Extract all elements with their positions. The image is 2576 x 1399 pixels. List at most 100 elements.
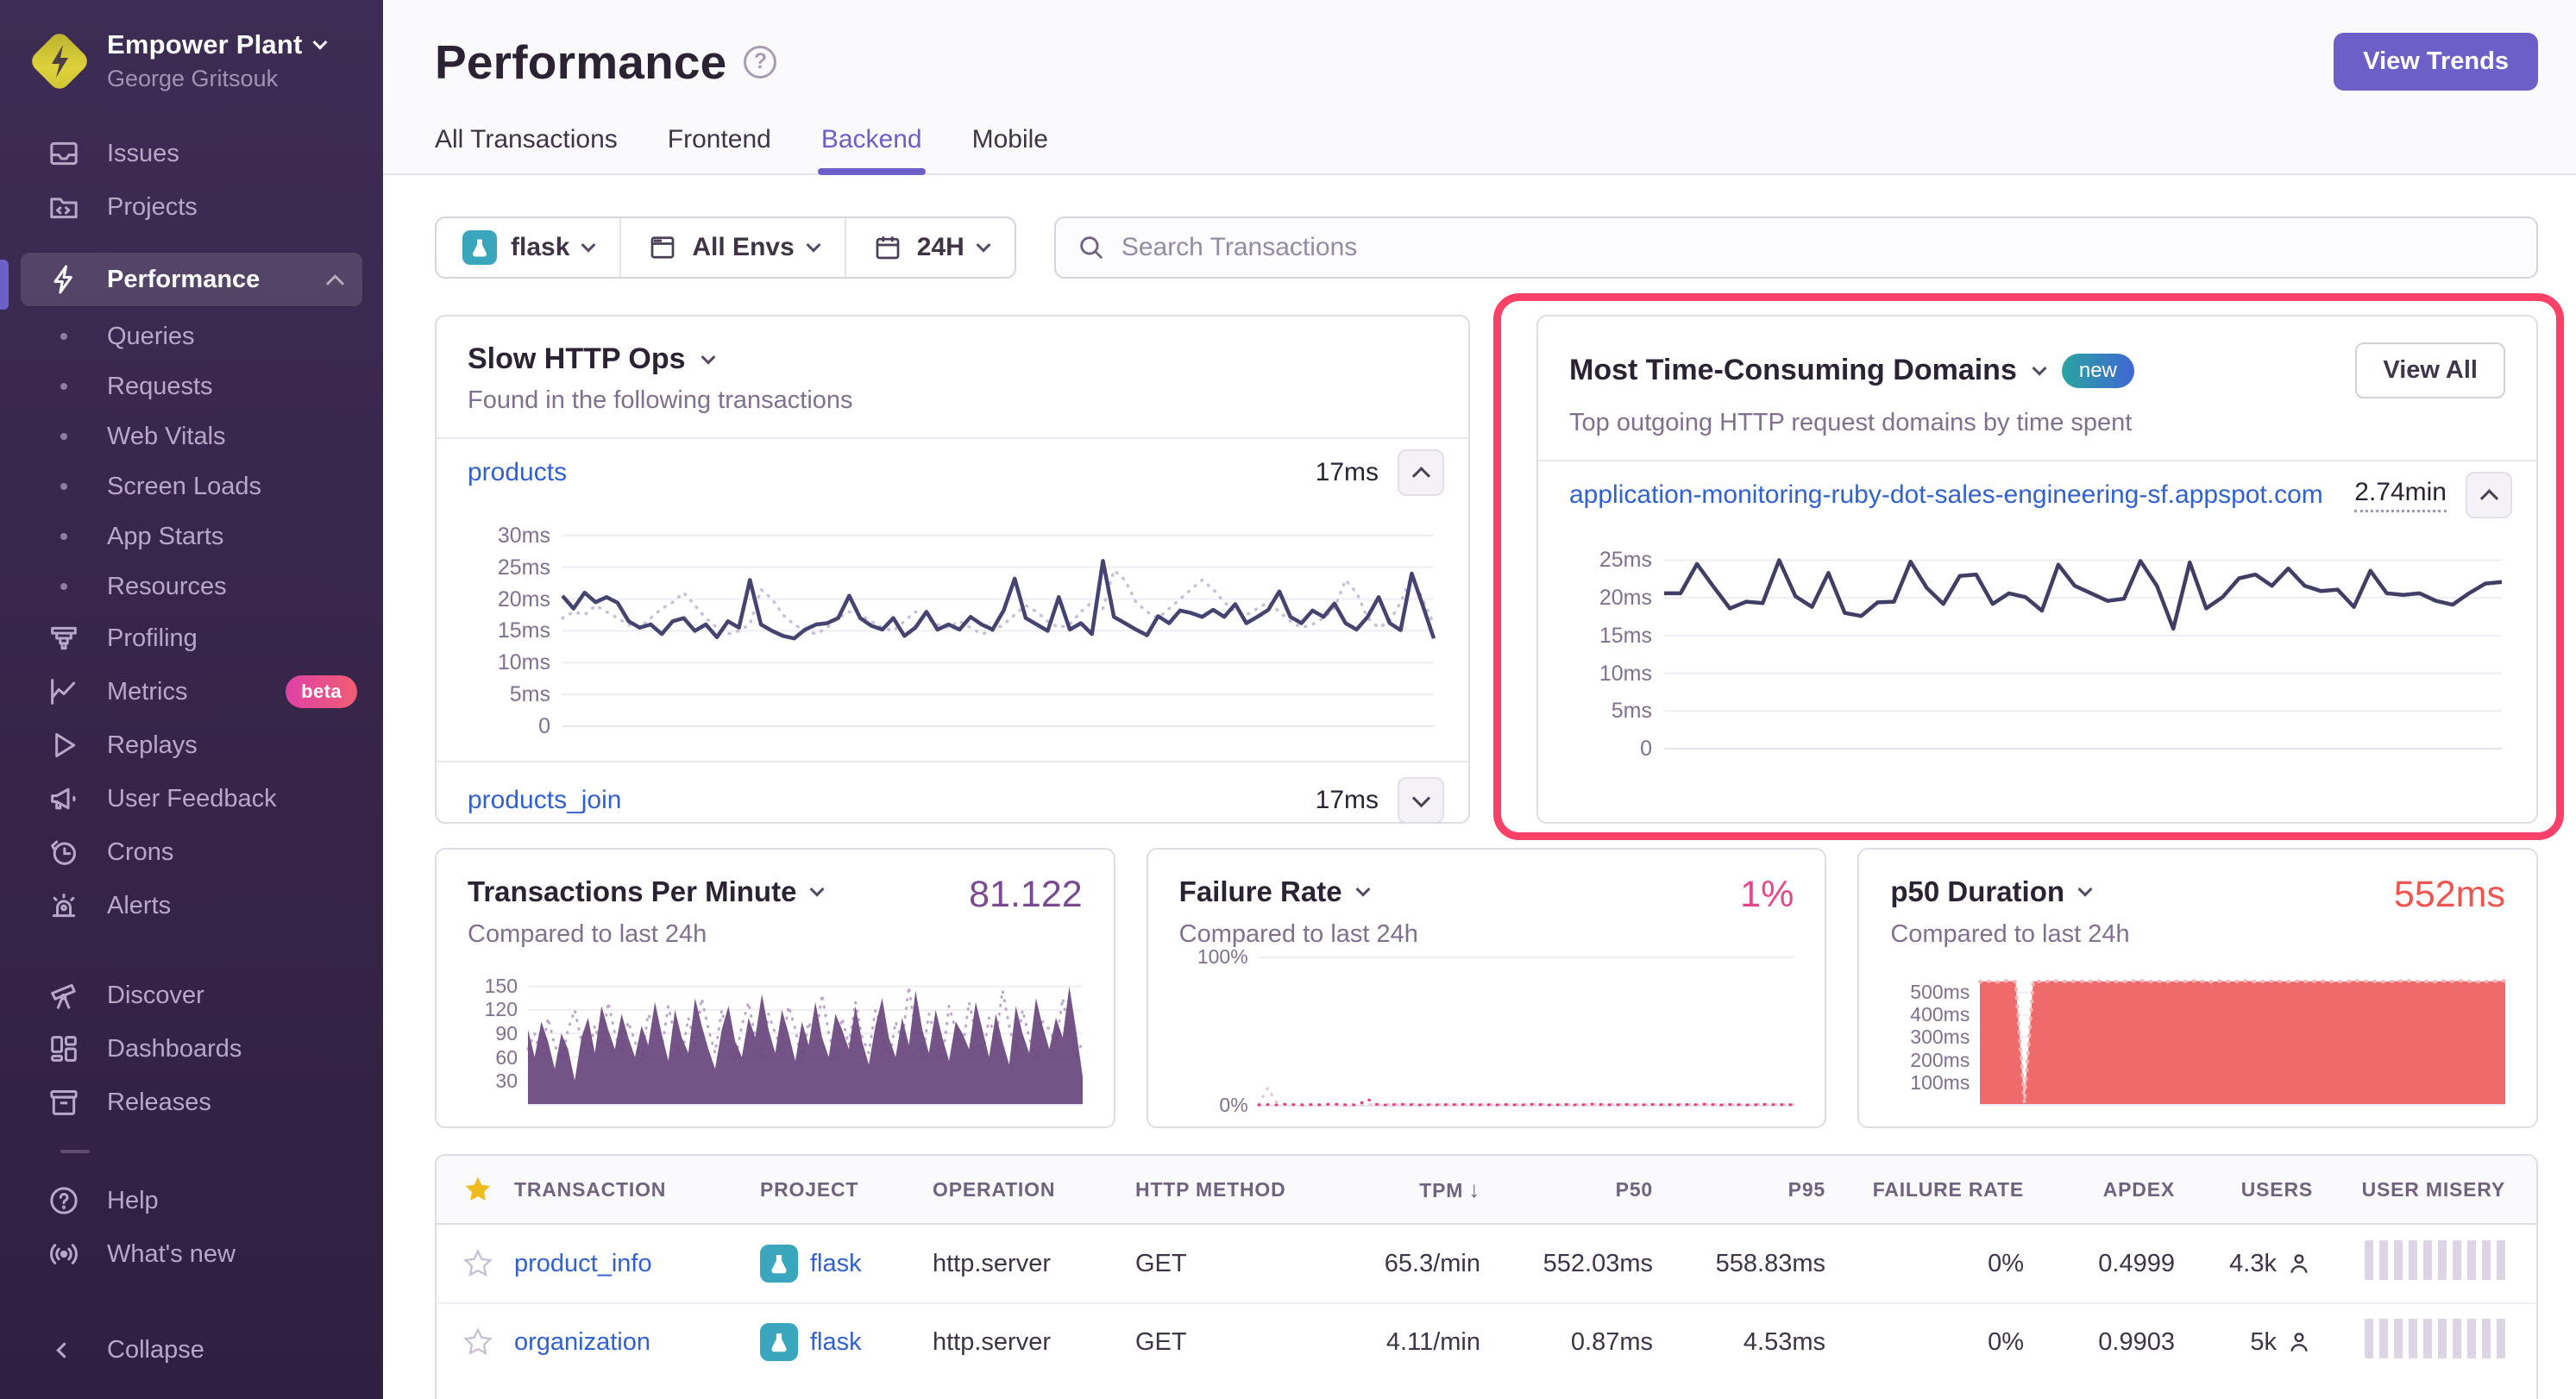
table-header: TRANSACTION PROJECT OPERATION HTTP METHO… (437, 1156, 2536, 1225)
bullet-icon (45, 383, 83, 390)
p50-value: 552.03ms (1489, 1250, 1662, 1278)
chevron-down-icon[interactable] (2032, 361, 2046, 375)
col-http-method[interactable]: HTTP METHOD (1127, 1178, 1329, 1201)
org-logo (33, 35, 86, 88)
sidebar-item-requests[interactable]: Requests (0, 361, 383, 411)
col-project[interactable]: PROJECT (751, 1178, 924, 1201)
domain-link[interactable]: application-monitoring-ruby-dot-sales-en… (1569, 480, 2323, 510)
failure-rate-value: 0% (1834, 1328, 2033, 1357)
sidebar-item-crons[interactable]: Crons (0, 825, 383, 879)
tab-frontend[interactable]: Frontend (668, 125, 771, 173)
sidebar-item-whats-new[interactable]: What's new (0, 1227, 383, 1281)
p50-duration-card: p50 Duration 552ms Compared to last 24h … (1857, 848, 2538, 1128)
sidebar-item-help[interactable]: Help (0, 1174, 383, 1227)
y-axis-tick: 5ms (510, 682, 550, 707)
col-transaction[interactable]: TRANSACTION (506, 1178, 751, 1201)
sidebar-item-queries[interactable]: Queries (0, 311, 383, 361)
chevron-down-icon[interactable] (2078, 882, 2093, 897)
dashboards-icon (45, 1030, 83, 1068)
table-row: product_info flask http.server GET 65.3/… (437, 1225, 2536, 1302)
view-all-button[interactable]: View All (2355, 342, 2505, 398)
y-axis-tick: 10ms (1599, 662, 1652, 687)
transaction-link[interactable]: products (468, 458, 567, 487)
y-axis-tick: 10ms (498, 650, 550, 675)
tab-all-transactions[interactable]: All Transactions (435, 125, 618, 173)
sidebar-item-profiling[interactable]: Profiling (0, 612, 383, 665)
sidebar-item-releases[interactable]: Releases (0, 1076, 383, 1129)
broadcast-icon (45, 1235, 83, 1273)
sidebar-collapse[interactable]: Collapse (0, 1323, 383, 1377)
project-filter[interactable]: flask (437, 218, 619, 277)
flask-project-icon (760, 1245, 798, 1283)
project-link[interactable]: flask (810, 1250, 862, 1278)
y-axis-tick: 200ms (1910, 1049, 1970, 1072)
issues-icon (45, 135, 83, 173)
col-users[interactable]: USERS (2183, 1178, 2322, 1201)
collapse-row-button[interactable] (2466, 472, 2512, 518)
view-trends-button[interactable]: View Trends (2334, 33, 2538, 91)
tpm-value: 65.3/min (1329, 1250, 1489, 1278)
col-p95[interactable]: P95 (1662, 1178, 1834, 1201)
sidebar-item-resources[interactable]: Resources (0, 561, 383, 612)
y-axis-tick: 400ms (1910, 1003, 1970, 1026)
sidebar-item-performance[interactable]: Performance (21, 253, 362, 306)
p95-value: 4.53ms (1662, 1328, 1834, 1357)
transaction-link[interactable]: products_join (468, 786, 621, 815)
flask-project-icon (462, 230, 497, 265)
transactions-per-minute-card: Transactions Per Minute 81.122 Compared … (435, 848, 1115, 1128)
panel-subtitle: Found in the following transactions (468, 386, 1437, 415)
sidebar-item-alerts[interactable]: Alerts (0, 879, 383, 932)
profiling-icon (45, 619, 83, 657)
y-axis-tick: 15ms (498, 618, 550, 643)
tab-mobile[interactable]: Mobile (972, 125, 1048, 173)
sidebar-item-user-feedback[interactable]: User Feedback (0, 772, 383, 825)
active-indicator (0, 260, 9, 310)
star-outline-icon[interactable] (462, 1248, 493, 1279)
star-outline-icon[interactable] (462, 1327, 493, 1358)
sidebar-item-issues[interactable]: Issues (0, 127, 383, 180)
sidebar-item-app-starts[interactable]: App Starts (0, 511, 383, 561)
col-failure-rate[interactable]: FAILURE RATE (1834, 1178, 2033, 1201)
app-root: Empower Plant George Gritsouk Issues Pro… (0, 0, 2576, 1399)
transaction-link[interactable]: organization (514, 1328, 650, 1356)
sidebar-item-dashboards[interactable]: Dashboards (0, 1022, 383, 1076)
table-row: organization flask http.server GET 4.11/… (437, 1302, 2536, 1380)
metrics-icon (45, 673, 83, 711)
flask-project-icon (760, 1323, 798, 1361)
expand-row-button[interactable] (1398, 777, 1444, 824)
sidebar-item-replays[interactable]: Replays (0, 718, 383, 772)
collapse-row-button[interactable] (1398, 449, 1444, 496)
y-axis-tick: 30 (495, 1070, 518, 1093)
sidebar-item-discover[interactable]: Discover (0, 969, 383, 1022)
help-question-icon[interactable]: ? (744, 46, 776, 78)
sidebar-item-projects[interactable]: Projects (0, 180, 383, 234)
org-switcher[interactable]: Empower Plant George Gritsouk (0, 29, 383, 92)
siren-icon (45, 887, 83, 925)
bullet-icon (45, 583, 83, 590)
tpm-chart (528, 975, 1083, 1106)
chevron-down-icon[interactable] (1355, 882, 1370, 897)
sidebar-item-web-vitals[interactable]: Web Vitals (0, 411, 383, 461)
tab-backend[interactable]: Backend (821, 125, 922, 173)
col-tpm[interactable]: TPM↓ (1329, 1176, 1489, 1203)
search-input[interactable] (1122, 233, 2536, 262)
y-axis-tick: 90 (495, 1022, 518, 1045)
project-link[interactable]: flask (810, 1328, 862, 1357)
bullet-icon (45, 333, 83, 340)
bullet-icon (45, 483, 83, 490)
col-p50[interactable]: P50 (1489, 1178, 1662, 1201)
sidebar-item-screen-loads[interactable]: Screen Loads (0, 461, 383, 511)
transaction-link[interactable]: product_info (514, 1250, 652, 1277)
col-apdex[interactable]: APDEX (2033, 1178, 2183, 1201)
date-filter[interactable]: 24H (845, 218, 1015, 277)
star-filled-icon[interactable] (462, 1174, 493, 1205)
sidebar-item-metrics[interactable]: Metrics beta (0, 665, 383, 718)
col-operation[interactable]: OPERATION (924, 1178, 1127, 1201)
chevron-down-icon[interactable] (701, 349, 715, 364)
domains-chart (1664, 545, 2502, 749)
chevron-down-icon[interactable] (810, 882, 825, 897)
http-method-value: GET (1127, 1250, 1329, 1278)
sidebar-nav: Issues Projects Performance Queries Requ… (0, 127, 383, 1323)
col-user-misery[interactable]: USER MISERY (2322, 1178, 2536, 1201)
env-filter[interactable]: All Envs (619, 218, 844, 277)
